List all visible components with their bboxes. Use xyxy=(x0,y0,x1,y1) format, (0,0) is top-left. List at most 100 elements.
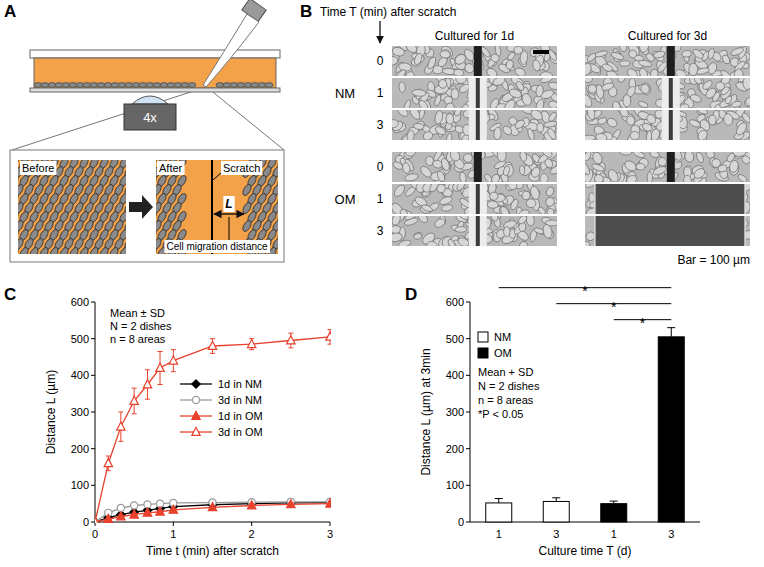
cell xyxy=(743,78,750,90)
before-view xyxy=(18,160,126,254)
cell xyxy=(692,167,706,181)
cell xyxy=(457,236,471,246)
x-axis-title: Culture time T (d) xyxy=(539,544,632,558)
cell xyxy=(404,173,418,182)
cell xyxy=(721,54,731,65)
micrograph xyxy=(585,110,750,140)
cell xyxy=(506,184,518,191)
point xyxy=(117,510,125,518)
cell xyxy=(118,246,126,254)
scratch xyxy=(476,78,480,108)
y-tick-label: 300 xyxy=(446,406,464,418)
cell xyxy=(503,165,511,176)
y-tick-label: 600 xyxy=(446,296,464,308)
cell xyxy=(684,152,695,163)
cell xyxy=(537,123,544,132)
legend-marker xyxy=(192,411,200,419)
point xyxy=(287,500,295,508)
error-bar xyxy=(552,498,560,502)
cell xyxy=(453,52,467,66)
cell xyxy=(651,49,666,63)
point xyxy=(143,380,151,388)
scratch xyxy=(669,110,673,140)
cell xyxy=(490,173,501,182)
header: Time T (min) after scratch xyxy=(320,5,456,19)
legend-marker xyxy=(192,380,200,388)
cell xyxy=(398,82,405,93)
micrograph xyxy=(585,152,750,182)
y-tick-label: 0 xyxy=(83,516,89,528)
label-bg xyxy=(221,161,262,175)
cell xyxy=(437,78,448,89)
point xyxy=(208,503,216,511)
cell xyxy=(708,115,716,125)
cell xyxy=(408,110,422,121)
after-view xyxy=(156,160,278,254)
cell xyxy=(459,172,467,182)
y-tick xyxy=(91,522,95,523)
cell xyxy=(456,78,467,84)
bar xyxy=(601,504,627,522)
cell xyxy=(601,82,615,92)
cell xyxy=(540,78,554,84)
group-label: OM xyxy=(335,192,356,207)
cell xyxy=(395,68,408,76)
legend-marker xyxy=(192,396,199,403)
cell xyxy=(740,154,750,166)
point xyxy=(169,356,177,364)
point xyxy=(208,341,216,349)
cell xyxy=(68,246,80,254)
annotation: Mean + SD xyxy=(478,366,533,378)
annotation: *P < 0.05 xyxy=(478,408,523,420)
cell xyxy=(18,246,30,254)
cell xyxy=(497,152,506,162)
scale-bar-label: Bar = 100 µm xyxy=(677,253,750,267)
cell xyxy=(640,83,651,95)
dish-lid xyxy=(30,50,280,58)
y-tick-label: 200 xyxy=(71,443,89,455)
y-tick-label: 0 xyxy=(458,516,464,528)
cell xyxy=(636,163,645,170)
dish-bottom xyxy=(30,88,280,92)
cell xyxy=(502,98,517,108)
point xyxy=(326,499,331,507)
cell xyxy=(529,185,541,200)
cell xyxy=(731,101,742,108)
point xyxy=(247,339,255,347)
y-tick-label: 500 xyxy=(446,333,464,345)
cell xyxy=(540,152,554,159)
cell xyxy=(620,61,630,67)
cell xyxy=(606,117,619,129)
point xyxy=(156,507,164,515)
cell xyxy=(422,130,434,140)
scratch-halo xyxy=(469,110,487,140)
x-tick-label: 0 xyxy=(92,528,98,540)
cell xyxy=(445,133,453,140)
cell xyxy=(535,98,545,108)
scratch xyxy=(474,152,482,182)
cell xyxy=(548,111,557,122)
cell xyxy=(730,46,745,57)
objective-label: 4x xyxy=(143,110,157,125)
y-tick xyxy=(466,375,470,376)
point xyxy=(287,336,295,344)
label-bg xyxy=(164,240,270,253)
cell xyxy=(445,103,455,108)
cell xyxy=(445,113,454,124)
column-head: Cultured for 1d xyxy=(435,29,514,43)
group-label: NM xyxy=(335,86,355,101)
cell-front xyxy=(744,184,746,214)
legend-swatch xyxy=(478,348,488,358)
cell xyxy=(529,110,544,122)
cell xyxy=(458,216,469,221)
cell xyxy=(455,226,467,232)
cell xyxy=(688,118,701,128)
y-tick-label: 100 xyxy=(71,479,89,491)
cell xyxy=(433,217,446,229)
y-tick xyxy=(466,412,470,413)
cell xyxy=(426,56,437,70)
cell xyxy=(625,131,640,140)
cell xyxy=(436,184,446,194)
cell xyxy=(719,69,732,76)
cell xyxy=(492,78,507,87)
